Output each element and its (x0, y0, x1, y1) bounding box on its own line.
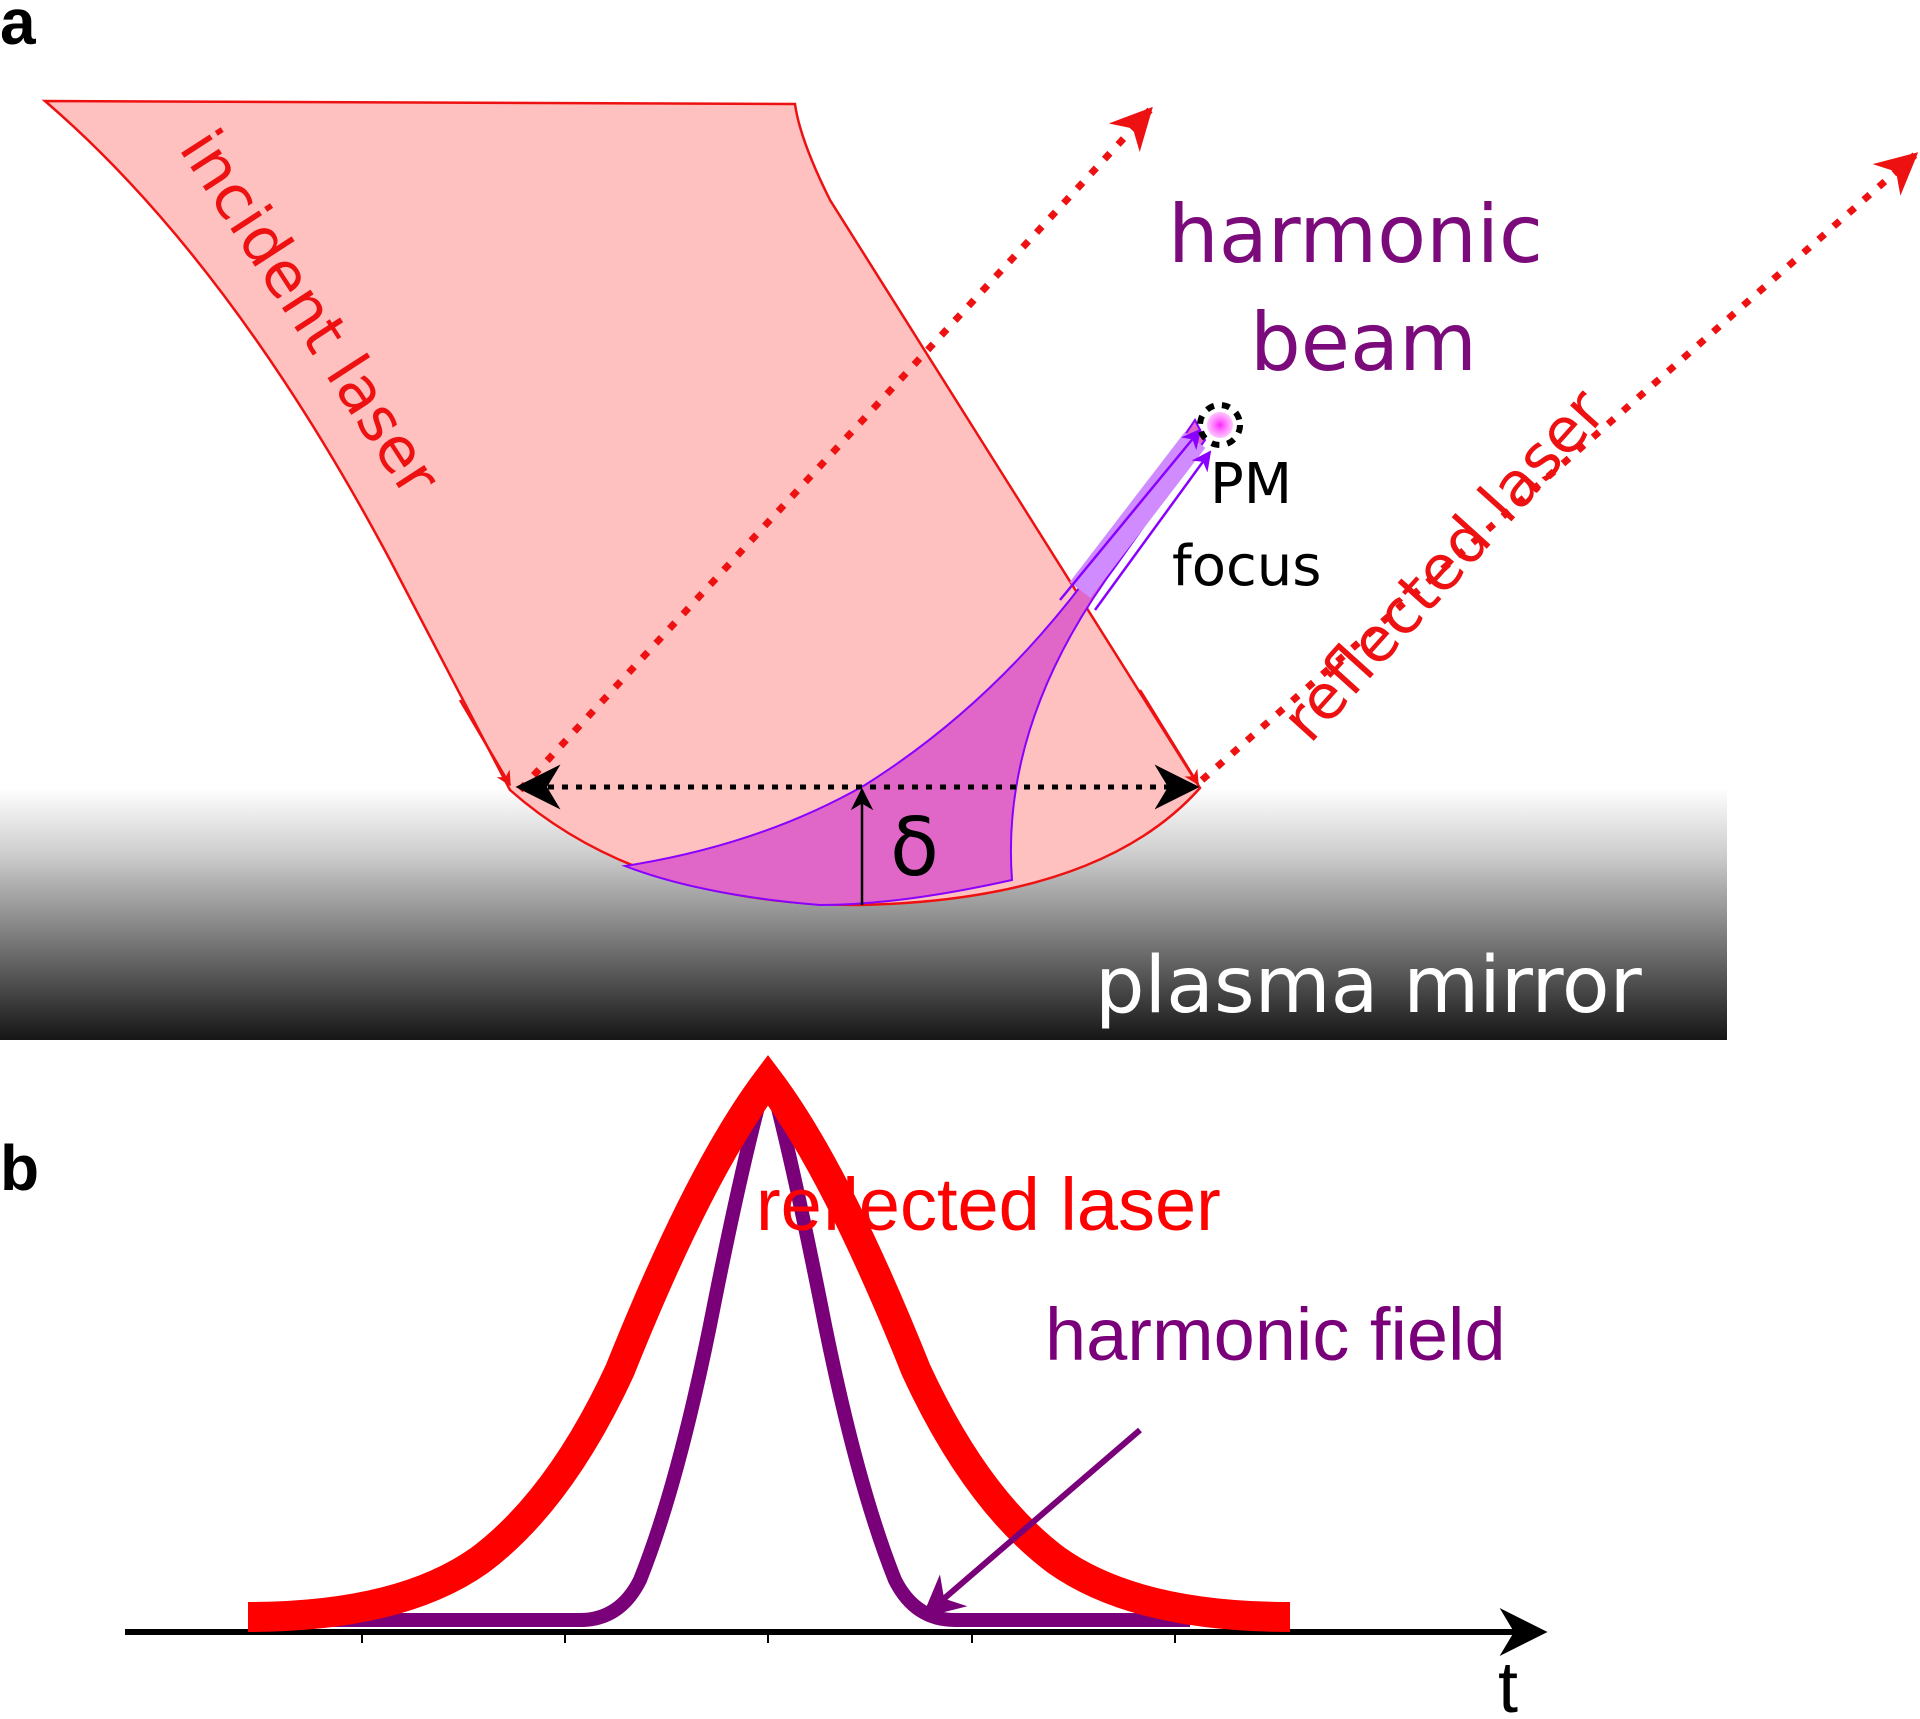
pm-focus-ring (1197, 402, 1243, 448)
pm-focus-label-line1: PM (1210, 452, 1292, 517)
reflected-laser-curve (247, 1055, 1291, 1632)
reflected-laser-annotation: reflected laser (756, 1163, 1221, 1246)
harmonic-arrow-bottom (1093, 450, 1212, 611)
panel-b-label: b (0, 1132, 39, 1204)
harmonic-arrow-top (1059, 428, 1202, 601)
panel-a-label: a (0, 0, 36, 58)
harmonic-beam-arrow (1069, 432, 1206, 598)
x-axis-label: t (1498, 1648, 1518, 1719)
pm-focus-label-line2: focus (1172, 534, 1321, 599)
reflected-arrow-left (517, 106, 1153, 793)
harmonic-field-annotation: harmonic field (1045, 1293, 1506, 1376)
delta-label: δ (890, 801, 939, 894)
axis-ticks (361, 1632, 1176, 1643)
plasma-mirror-label: plasma mirror (1095, 941, 1643, 1031)
pm-focus-dot (1207, 412, 1233, 438)
harmonic-beam-label-line2: beam (1250, 296, 1477, 389)
harmonic-beam-label-line1: harmonic (1168, 188, 1543, 281)
harmonic-field-pointer (921, 1427, 1142, 1618)
incident-arrow-left (458, 699, 512, 787)
